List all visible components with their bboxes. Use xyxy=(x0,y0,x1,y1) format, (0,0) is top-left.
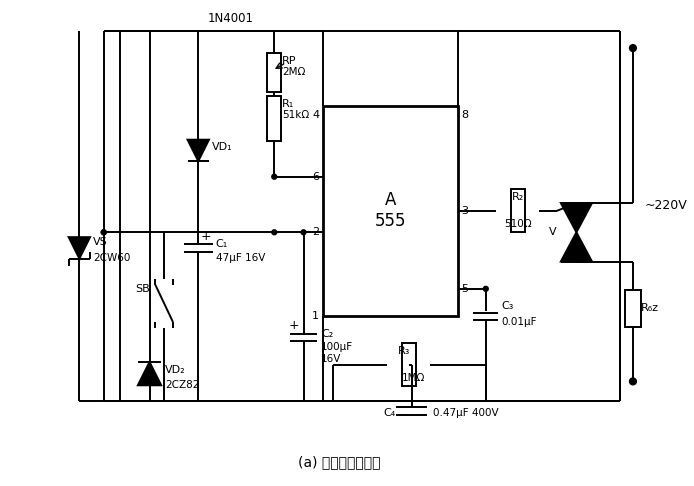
Text: SB: SB xyxy=(135,284,150,294)
Text: ~220V: ~220V xyxy=(645,199,687,212)
Text: C₃: C₃ xyxy=(501,301,514,312)
Text: 2CW60: 2CW60 xyxy=(93,253,130,262)
Text: +: + xyxy=(289,319,300,332)
Text: V: V xyxy=(549,227,557,237)
Text: R₃: R₃ xyxy=(398,346,410,356)
Text: 4: 4 xyxy=(312,110,319,121)
Text: 6: 6 xyxy=(312,172,319,182)
Text: VS: VS xyxy=(93,237,108,247)
Polygon shape xyxy=(187,139,209,161)
Text: C₂: C₂ xyxy=(321,329,333,339)
Text: 1MΩ: 1MΩ xyxy=(402,373,425,383)
Text: (a) 采用双向晶闸管: (a) 采用双向晶闸管 xyxy=(298,455,381,469)
Polygon shape xyxy=(561,232,592,261)
Text: 0.47μF 400V: 0.47μF 400V xyxy=(433,408,499,417)
Text: A
555: A 555 xyxy=(375,191,406,230)
Circle shape xyxy=(101,230,106,235)
Text: C₁: C₁ xyxy=(216,239,228,249)
Circle shape xyxy=(101,230,106,235)
Text: 8: 8 xyxy=(462,110,468,121)
Text: 2MΩ: 2MΩ xyxy=(282,68,305,77)
Text: RP: RP xyxy=(282,56,296,66)
Text: VD₁: VD₁ xyxy=(212,141,232,152)
Text: 47μF 16V: 47μF 16V xyxy=(216,253,265,262)
Text: 51kΩ: 51kΩ xyxy=(282,110,310,121)
Text: 5: 5 xyxy=(462,284,468,294)
Polygon shape xyxy=(561,203,592,232)
Text: 1: 1 xyxy=(312,311,319,321)
Circle shape xyxy=(629,45,636,52)
Circle shape xyxy=(629,378,636,385)
Circle shape xyxy=(272,174,277,179)
Bar xyxy=(511,190,525,232)
Text: 16V: 16V xyxy=(321,354,341,364)
Bar xyxy=(625,290,641,327)
Text: VD₂: VD₂ xyxy=(165,364,186,375)
Text: 100μF: 100μF xyxy=(321,342,353,352)
Bar xyxy=(267,96,281,140)
Text: R₁: R₁ xyxy=(282,99,294,109)
Text: C₄: C₄ xyxy=(384,408,396,417)
Text: R₂: R₂ xyxy=(511,192,524,202)
Polygon shape xyxy=(69,237,90,259)
Text: +: + xyxy=(200,230,211,243)
Text: R₆z: R₆z xyxy=(641,303,659,313)
Text: 3: 3 xyxy=(462,206,468,216)
Text: 2CZ82: 2CZ82 xyxy=(165,380,199,390)
Bar xyxy=(323,105,457,316)
Text: 510Ω: 510Ω xyxy=(504,220,532,229)
Polygon shape xyxy=(138,362,161,385)
Text: 0.01μF: 0.01μF xyxy=(501,317,537,327)
Circle shape xyxy=(272,230,277,235)
Text: 2: 2 xyxy=(312,227,319,237)
Circle shape xyxy=(301,230,306,235)
Circle shape xyxy=(483,286,488,291)
Bar xyxy=(402,344,416,386)
Bar xyxy=(267,53,281,92)
Text: 1N4001: 1N4001 xyxy=(208,12,253,25)
